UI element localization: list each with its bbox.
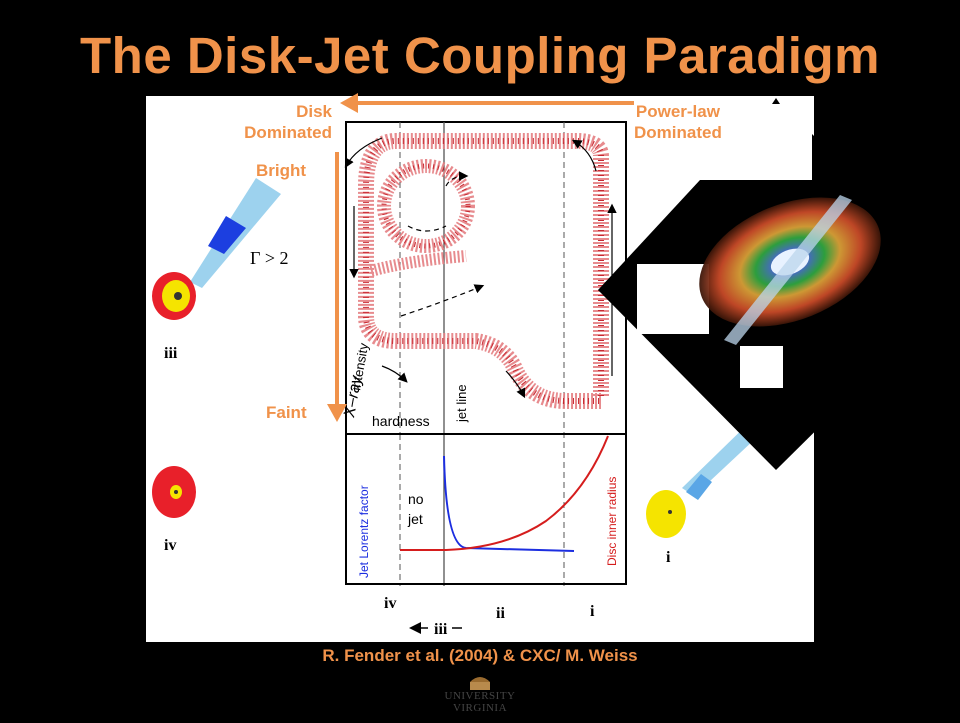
disk-dominated-label: Disk Dominated: [244, 102, 332, 142]
jet-line-label: jet line: [454, 384, 469, 423]
blackhole-illustration: [598, 98, 960, 470]
state-iii-label: iii: [164, 345, 178, 362]
radius-curve: [400, 435, 609, 551]
lorentz-axis-label: Jet Lorentz factor: [357, 485, 371, 578]
bottom-iv: iv: [384, 595, 396, 612]
lorentz-curve: [443, 455, 575, 552]
hardness-label: hardness: [372, 413, 430, 429]
slide-title: The Disk-Jet Coupling Paradigm: [80, 27, 880, 84]
power-law-label: Power-law Dominated: [634, 102, 722, 142]
no-jet-label-1: no: [408, 491, 424, 507]
bottom-ii: ii: [496, 605, 505, 622]
gamma-label: Γ > 2: [250, 248, 289, 268]
bottom-iii: iii: [434, 621, 448, 638]
bright-label: Bright: [256, 161, 307, 180]
faint-label: Faint: [266, 403, 307, 422]
state-iv-label: iv: [164, 537, 176, 554]
diagram-svg: intensity X–ray hardness jet line Jet Lo…: [152, 121, 771, 638]
uva-logo: UNIVERSITY VIRGINIA: [440, 672, 520, 718]
credit-text: R. Fender et al. (2004) & CXC/ M. Weiss: [322, 646, 638, 665]
logo-line2: VIRGINIA: [452, 702, 508, 714]
rotunda-icon: [470, 677, 490, 690]
lorentz-panel: [345, 433, 627, 585]
no-jet-label-2: jet: [407, 511, 423, 527]
state-i-label: i: [666, 549, 671, 566]
bottom-i: i: [590, 603, 595, 620]
state-iv-disk: [152, 466, 196, 518]
logo-line1: UNIVERSITY: [444, 690, 516, 702]
state-iii-disk: [152, 178, 281, 320]
radius-axis-label: Disc inner radius: [605, 477, 619, 566]
